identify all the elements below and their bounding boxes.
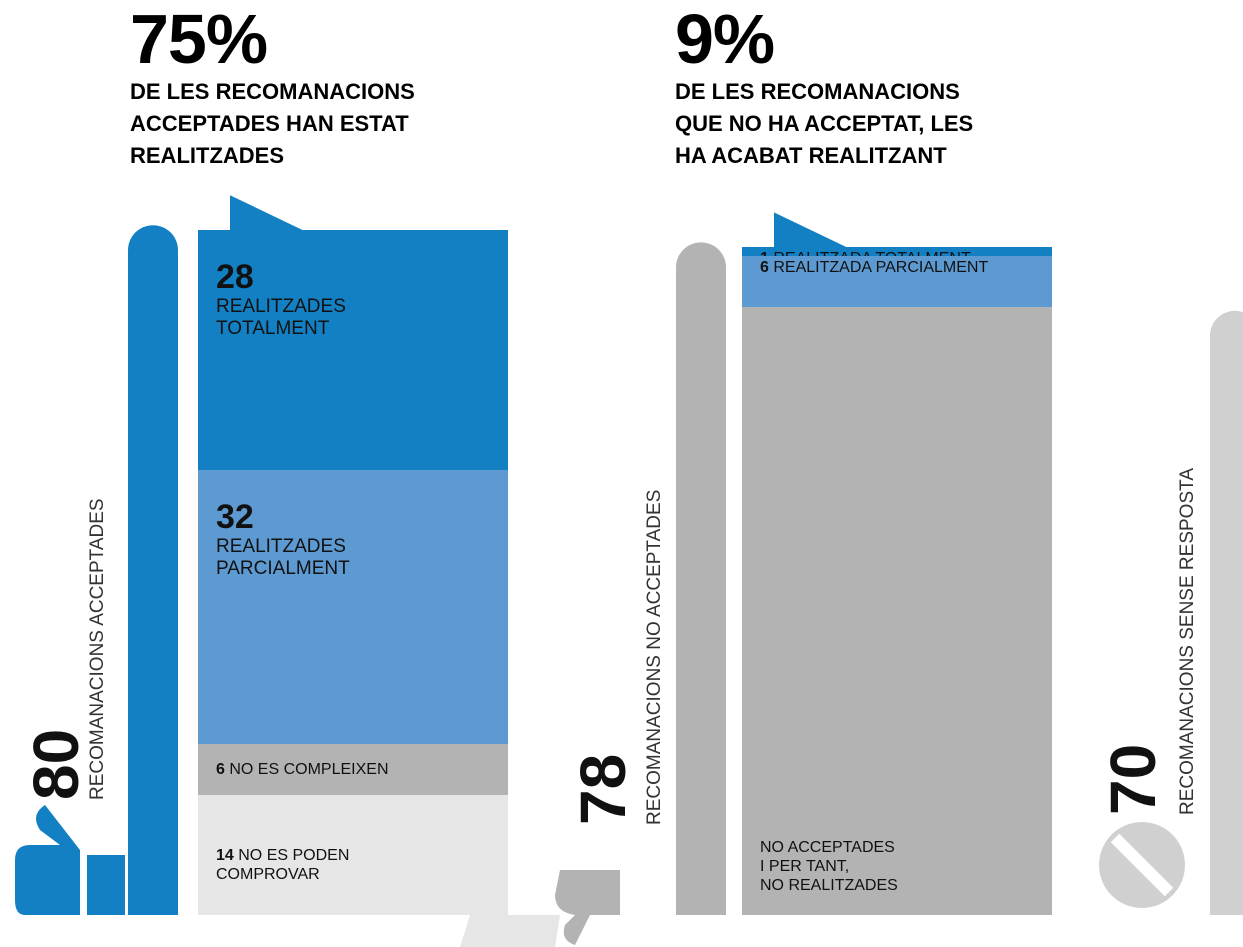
segment: 28 REALITZADES TOTALMENT [198,230,508,470]
segment-label: 6 NO ES COMPLEIXEN [216,760,416,779]
thumb-up [15,805,80,915]
pillar [1210,310,1243,915]
no-icon-bar [1110,833,1174,897]
note-line: NO REALITZADES [760,876,898,894]
pillar-foot [128,885,178,915]
bubble-decoration [460,915,560,947]
segment-label: 6 REALITZADA PARCIALMENT [760,258,1060,277]
segment-text: NO ES COMPLEIXEN [229,761,389,779]
segment-label: 28 REALITZADES TOTALMENT [216,258,416,340]
segment-rest: NO ACCEPTADES I PER TANT, NO REALITZADES [742,307,1052,915]
subtitle-line: DE LES RECOMANACIONS [130,79,415,104]
subtitle-line: DE LES RECOMANACIONS [675,79,960,104]
note-line: I PER TANT, [760,857,850,875]
segment-value: 6 [760,258,769,276]
segment-text: NO ES PODEN COMPROVAR [216,847,350,884]
segment-value: 28 [216,258,254,297]
total-label: RECOMANACIONS NO ACCEPTADES [644,490,665,825]
thumb-down [555,870,620,945]
total-number: 70 [1097,744,1169,815]
pillar [128,225,178,915]
subtitle-line: REALITZADES [130,143,284,168]
subtitle-line: QUE NO HA ACCEPTAT, LES [675,111,974,136]
bubble-tail [230,195,303,231]
note-line: NO ACCEPTADES [760,838,895,856]
segment-label: 14 NO ES PODEN COMPROVAR [216,846,416,884]
segment: 1 REALITZADA TOTALMENT [742,247,1052,267]
segment: 6 NO ES COMPLEIXEN [198,743,508,796]
segment-value: 6 [216,761,225,779]
note: NO ACCEPTADES I PER TANT, NO REALITZADES [760,838,898,895]
headline: 9% [675,0,775,78]
headline: 75% [130,0,268,78]
total-label: RECOMANACIONS ACCEPTADES [87,498,108,800]
segment-text: REALITZADES PARCIALMENT [216,535,350,579]
segment: 14 NO ES PODEN COMPROVAR [198,795,508,915]
segment-value: 32 [216,497,254,536]
bubble-tail [774,212,847,248]
subtitle-line: HA ACABAT REALITZANT [675,143,947,168]
segment-value: 14 [216,847,234,865]
pillar [676,242,726,915]
segment: 32 REALITZADES PARCIALMENT [198,469,508,744]
total-label: RECOMANACIONS SENSE RESPOSTA [1177,468,1198,815]
segment: 6 REALITZADA PARCIALMENT [742,255,1052,308]
pillar-foot [1210,885,1243,915]
segment-label: 32 REALITZADES PARCIALMENT [216,498,416,580]
total-number: 78 [567,754,639,825]
segment-text: REALITZADES TOTALMENT [216,296,346,340]
segment-text: REALITZADA PARCIALMENT [773,258,989,276]
pillar-foot [676,885,726,915]
subtitle-line: ACCEPTADES HAN ESTAT [130,111,409,136]
total-number: 80 [20,729,92,800]
thumb-cuff [87,855,125,915]
